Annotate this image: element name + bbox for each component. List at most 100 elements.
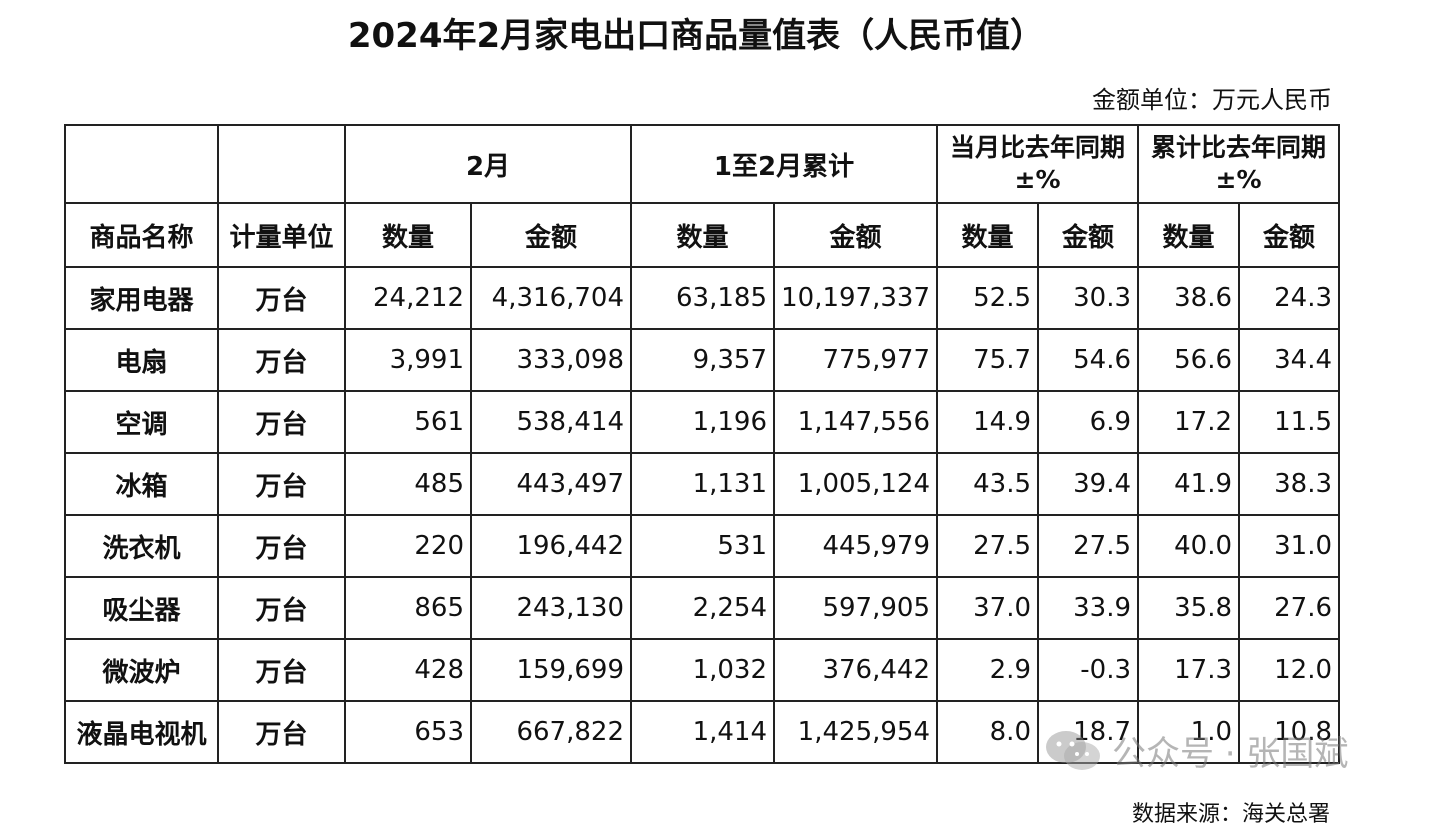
cell-feb-qty: 220 <box>344 514 472 578</box>
cell-month-yoy-qty: 52.5 <box>936 266 1039 330</box>
header-col-feb-amt: 金额 <box>470 202 632 268</box>
cell-cum-yoy-amt: 12.0 <box>1238 638 1341 702</box>
cell-cum-yoy-qty: 35.8 <box>1137 576 1241 640</box>
cell-cum-yoy-qty: 1.0 <box>1137 700 1241 764</box>
table-row: 洗衣机 万台 220 196,442 531 445,979 27.5 27.5… <box>64 514 1341 578</box>
header-month-yoy-line2: ±% <box>1014 165 1061 194</box>
cell-cum-amt: 1,005,124 <box>773 452 938 516</box>
cell-name: 电扇 <box>64 328 219 392</box>
cell-cum-qty: 1,032 <box>630 638 775 702</box>
cell-unit: 万台 <box>217 266 346 330</box>
cell-name: 冰箱 <box>64 452 219 516</box>
cell-month-yoy-amt: 27.5 <box>1036 514 1140 578</box>
cell-cum-qty: 9,357 <box>630 328 775 392</box>
cell-cum-amt: 10,197,337 <box>773 266 938 330</box>
cell-feb-qty: 561 <box>344 390 472 454</box>
cell-feb-amt: 333,098 <box>470 328 632 392</box>
cell-month-yoy-amt: 54.6 <box>1036 328 1140 392</box>
header-group-cum-yoy: 累计比去年同期 ±% <box>1137 124 1341 204</box>
cell-cum-amt: 1,147,556 <box>773 390 938 454</box>
header-col-cum-qty: 数量 <box>630 202 775 268</box>
cell-feb-qty: 653 <box>344 700 472 764</box>
cell-cum-yoy-amt: 31.0 <box>1238 514 1341 578</box>
cell-unit: 万台 <box>217 390 346 454</box>
header-empty-unit <box>217 124 346 204</box>
header-col-cum-yoy-amt: 金额 <box>1238 202 1341 268</box>
cell-month-yoy-qty: 8.0 <box>936 700 1039 764</box>
cell-feb-amt: 243,130 <box>470 576 632 640</box>
cell-cum-qty: 2,254 <box>630 576 775 640</box>
cell-cum-yoy-amt: 38.3 <box>1238 452 1341 516</box>
cell-feb-amt: 4,316,704 <box>470 266 632 330</box>
source-note: 数据来源：海关总署 <box>1131 802 1330 827</box>
cell-name: 家用电器 <box>64 266 219 330</box>
cell-cum-amt: 775,977 <box>773 328 938 392</box>
cell-month-yoy-amt: 30.3 <box>1036 266 1140 330</box>
cell-month-yoy-qty: 75.7 <box>936 328 1039 392</box>
header-col-cum-yoy-qty: 数量 <box>1137 202 1241 268</box>
cell-cum-yoy-amt: 11.5 <box>1238 390 1341 454</box>
cell-unit: 万台 <box>217 514 346 578</box>
cell-name: 微波炉 <box>64 638 219 702</box>
cell-cum-qty: 1,414 <box>630 700 775 764</box>
cell-month-yoy-qty: 43.5 <box>936 452 1039 516</box>
header-col-month-yoy-qty: 数量 <box>936 202 1039 268</box>
cell-month-yoy-amt: 6.9 <box>1036 390 1140 454</box>
header-cum-yoy-line2: ±% <box>1215 165 1262 194</box>
cell-feb-qty: 24,212 <box>344 266 472 330</box>
cell-cum-qty: 63,185 <box>630 266 775 330</box>
table-row: 电扇 万台 3,991 333,098 9,357 775,977 75.7 5… <box>64 328 1341 392</box>
header-col-unit: 计量单位 <box>217 202 346 268</box>
cell-month-yoy-qty: 2.9 <box>936 638 1039 702</box>
cell-feb-qty: 3,991 <box>344 328 472 392</box>
cell-feb-qty: 485 <box>344 452 472 516</box>
header-col-month-yoy-amt: 金额 <box>1036 202 1140 268</box>
cell-name: 空调 <box>64 390 219 454</box>
header-group-feb: 2月 <box>344 124 632 204</box>
cell-cum-yoy-amt: 24.3 <box>1238 266 1341 330</box>
cell-cum-qty: 1,131 <box>630 452 775 516</box>
cell-unit: 万台 <box>217 452 346 516</box>
header-cum-yoy-line1: 累计比去年同期 <box>1151 133 1327 162</box>
cell-cum-amt: 376,442 <box>773 638 938 702</box>
cell-month-yoy-amt: 39.4 <box>1036 452 1140 516</box>
table-row: 家用电器 万台 24,212 4,316,704 63,185 10,197,3… <box>64 266 1341 330</box>
header-col-cum-amt: 金额 <box>773 202 938 268</box>
cell-month-yoy-qty: 27.5 <box>936 514 1039 578</box>
cell-unit: 万台 <box>217 576 346 640</box>
cell-cum-yoy-qty: 17.3 <box>1137 638 1241 702</box>
table-row: 空调 万台 561 538,414 1,196 1,147,556 14.9 6… <box>64 390 1341 454</box>
page-title: 2024年2月家电出口商品量值表（人民币值） <box>347 16 1045 56</box>
header-month-yoy-line1: 当月比去年同期 <box>950 133 1126 162</box>
cell-cum-amt: 445,979 <box>773 514 938 578</box>
header-row-columns: 商品名称 计量单位 数量 金额 数量 金额 数量 金额 数量 金额 <box>64 202 1341 268</box>
header-empty-name <box>64 124 219 204</box>
cell-cum-amt: 597,905 <box>773 576 938 640</box>
header-group-cumulative: 1至2月累计 <box>630 124 938 204</box>
cell-month-yoy-amt: -0.3 <box>1036 638 1140 702</box>
header-group-month-yoy: 当月比去年同期 ±% <box>935 124 1140 204</box>
table-row: 吸尘器 万台 865 243,130 2,254 597,905 37.0 33… <box>64 576 1341 640</box>
cell-feb-amt: 443,497 <box>470 452 632 516</box>
cell-cum-amt: 1,425,954 <box>773 700 938 764</box>
cell-feb-qty: 428 <box>344 638 472 702</box>
export-table: 2月 1至2月累计 当月比去年同期 ±% 累计比去年同期 ±% 商品名称 计量单… <box>64 124 1341 764</box>
cell-month-yoy-amt: 33.9 <box>1036 576 1140 640</box>
header-col-feb-qty: 数量 <box>344 202 472 268</box>
cell-feb-amt: 159,699 <box>470 638 632 702</box>
unit-note: 金额单位：万元人民币 <box>1092 86 1332 114</box>
cell-name: 吸尘器 <box>64 576 219 640</box>
cell-unit: 万台 <box>217 638 346 702</box>
cell-cum-yoy-qty: 41.9 <box>1137 452 1241 516</box>
cell-feb-amt: 538,414 <box>470 390 632 454</box>
cell-unit: 万台 <box>217 328 346 392</box>
cell-cum-yoy-amt: 10.8 <box>1238 700 1341 764</box>
cell-cum-qty: 531 <box>630 514 775 578</box>
cell-month-yoy-qty: 14.9 <box>936 390 1039 454</box>
cell-cum-yoy-qty: 56.6 <box>1137 328 1241 392</box>
cell-name: 液晶电视机 <box>64 700 219 764</box>
cell-feb-amt: 667,822 <box>470 700 632 764</box>
cell-name: 洗衣机 <box>64 514 219 578</box>
cell-unit: 万台 <box>217 700 346 764</box>
cell-cum-yoy-qty: 38.6 <box>1137 266 1241 330</box>
